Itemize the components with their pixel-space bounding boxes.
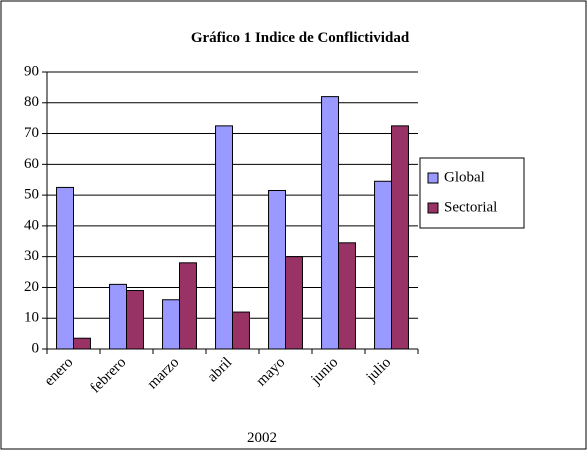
bar: [215, 125, 233, 350]
bar: [374, 180, 393, 350]
bar: [56, 186, 74, 350]
y-tick-label: 70: [24, 125, 39, 141]
y-tick-label: 10: [24, 310, 39, 326]
bar: [338, 242, 356, 350]
y-tick-label: 90: [24, 63, 39, 79]
bar: [285, 256, 303, 350]
chart-title: Gráfico 1 Indice de Conflictividad: [191, 30, 410, 46]
x-axis-title: 2002: [247, 430, 277, 446]
y-tick-label: 0: [32, 340, 40, 356]
bar: [321, 96, 340, 350]
legend-label: Sectorial: [444, 199, 497, 215]
bar: [179, 262, 197, 350]
bar: [162, 299, 180, 350]
bar: [109, 283, 127, 350]
y-tick-label: 80: [24, 94, 39, 110]
bar: [391, 125, 409, 350]
legend-swatch: [427, 202, 439, 214]
y-tick-label: 60: [24, 156, 39, 172]
y-tick-label: 40: [24, 217, 39, 233]
legend-label: Global: [444, 169, 485, 185]
legend-swatch: [427, 172, 439, 184]
bar: [73, 337, 91, 350]
bar: [268, 189, 287, 350]
bar: [126, 290, 144, 350]
bar: [232, 311, 250, 350]
legend-box: [419, 157, 525, 229]
y-tick-label: 20: [24, 279, 39, 295]
y-tick-label: 30: [24, 248, 39, 264]
y-tick-label: 50: [24, 187, 39, 203]
